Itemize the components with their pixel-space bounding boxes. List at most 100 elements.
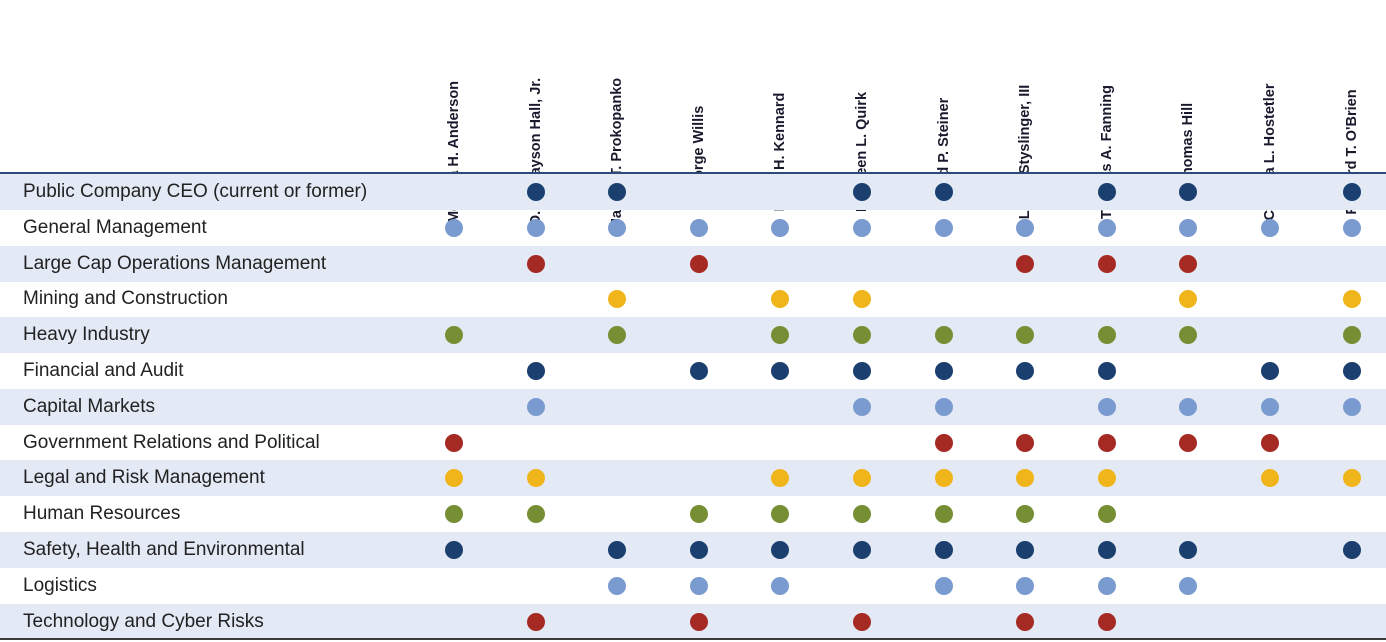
skill-dot [1097, 326, 1116, 345]
skill-dot [934, 469, 953, 488]
skill-dot [771, 469, 790, 488]
skill-row: Human Resources [0, 496, 1386, 532]
skill-dot [934, 541, 953, 559]
skill-label: Mining and Construction [23, 288, 228, 310]
skill-dot [934, 397, 953, 416]
skill-dot [1016, 612, 1035, 631]
skill-dot [608, 541, 627, 559]
skill-dot [526, 254, 545, 273]
skill-dot [771, 362, 790, 380]
skill-dot [1342, 290, 1361, 309]
skill-dot [853, 362, 871, 380]
skill-dot [1179, 183, 1198, 201]
director-column-header: Thomas A. Fanning [1092, 0, 1122, 219]
skill-dot [1097, 541, 1116, 559]
skill-dot [689, 612, 708, 631]
skill-dot [1179, 433, 1198, 452]
skill-dot [526, 469, 545, 488]
director-column-header: Melissa H. Anderson [439, 0, 469, 223]
director-column-header: Richard T. O'Brien [1337, 0, 1367, 214]
skill-dot [853, 218, 871, 237]
skill-dot [771, 505, 790, 524]
skill-dot [608, 290, 627, 309]
skill-row: General Management [0, 210, 1386, 246]
skill-dot [771, 326, 790, 345]
skill-row: Heavy Industry [0, 317, 1386, 354]
skill-dot [1342, 326, 1361, 345]
skill-dot [1097, 433, 1116, 452]
skill-dot [1179, 576, 1198, 595]
skill-dot [1016, 469, 1035, 488]
skill-row: Mining and Construction [0, 281, 1386, 317]
skill-dot [1261, 469, 1279, 488]
skill-dot [526, 397, 545, 416]
skill-dot [771, 218, 790, 237]
skill-label: Technology and Cyber Risks [23, 610, 264, 632]
skill-label: Legal and Risk Management [23, 467, 265, 489]
skill-dot [934, 505, 953, 524]
skill-dot [1261, 362, 1279, 380]
director-column-header: Lee J. Styslinger, III [1010, 0, 1040, 220]
skill-dot [526, 183, 545, 201]
skill-dot [934, 433, 953, 452]
skill-row: Large Cap Operations Management [0, 245, 1386, 282]
skill-label: Safety, Health and Environmental [23, 539, 305, 560]
skill-label: Heavy Industry [23, 324, 150, 346]
skill-row: Public Company CEO (current or former) [0, 174, 1386, 210]
skill-dot [1179, 218, 1198, 237]
skill-row: Financial and Audit [0, 353, 1386, 389]
skill-dot [1261, 397, 1279, 416]
skill-dot [1097, 218, 1116, 237]
director-header: Melissa H. Anderson O.B. Grayson Hall, Jr… [0, 0, 1386, 226]
skill-label: Large Cap Operations Management [23, 252, 327, 274]
skill-dot [1097, 612, 1116, 631]
skill-dot [1016, 433, 1035, 452]
skill-dot [608, 576, 627, 595]
skill-dot [445, 433, 463, 452]
skill-label: Financial and Audit [23, 360, 184, 381]
director-column-header: O.B. Grayson Hall, Jr. [521, 0, 551, 226]
skill-row: Technology and Cyber Risks [0, 603, 1386, 640]
skill-dot [689, 218, 708, 237]
skill-dot [853, 326, 871, 345]
skill-dot [934, 183, 953, 201]
skill-dot [853, 183, 871, 201]
skill-label: Capital Markets [23, 395, 155, 417]
skill-dot [1261, 218, 1279, 237]
skill-dot [853, 469, 871, 488]
director-column-header: Cynthia L. Hostetler [1255, 0, 1285, 221]
skill-dot [1342, 397, 1361, 416]
director-column-header: Lydia H. Kennard [765, 0, 795, 212]
skill-dot [853, 505, 871, 524]
header-divider [0, 172, 1386, 174]
skill-dot [689, 576, 708, 595]
skill-dot [853, 541, 871, 559]
skill-label: General Management [23, 216, 207, 238]
director-column-header: James T. Prokopanko [602, 0, 632, 226]
skill-row: Capital Markets [0, 388, 1386, 425]
skill-dot [1342, 183, 1361, 201]
skill-dot [608, 218, 627, 237]
director-column-header: J. Thomas Hill [1173, 0, 1203, 201]
skill-row: Legal and Risk Management [0, 460, 1386, 497]
skill-dot [1016, 362, 1035, 380]
skill-dot [689, 505, 708, 524]
skill-label: Public Company CEO (current or former) [23, 181, 368, 202]
skill-dot [526, 218, 545, 237]
skill-dot [1016, 576, 1035, 595]
skill-dot [771, 541, 790, 559]
skill-dot [445, 218, 463, 237]
skill-dot [853, 612, 871, 631]
skill-dot [1179, 541, 1198, 559]
skill-dot [445, 505, 463, 524]
skill-dot [771, 576, 790, 595]
skill-dot [445, 541, 463, 559]
skill-dot [1016, 254, 1035, 273]
director-column-header: Kathleen L. Quirk [847, 0, 877, 212]
skill-row: Logistics [0, 568, 1386, 604]
skill-dot [1179, 397, 1198, 416]
skill-dot [689, 362, 708, 380]
skill-dot [689, 254, 708, 273]
skill-dot [934, 326, 953, 345]
skill-dot [1342, 469, 1361, 488]
